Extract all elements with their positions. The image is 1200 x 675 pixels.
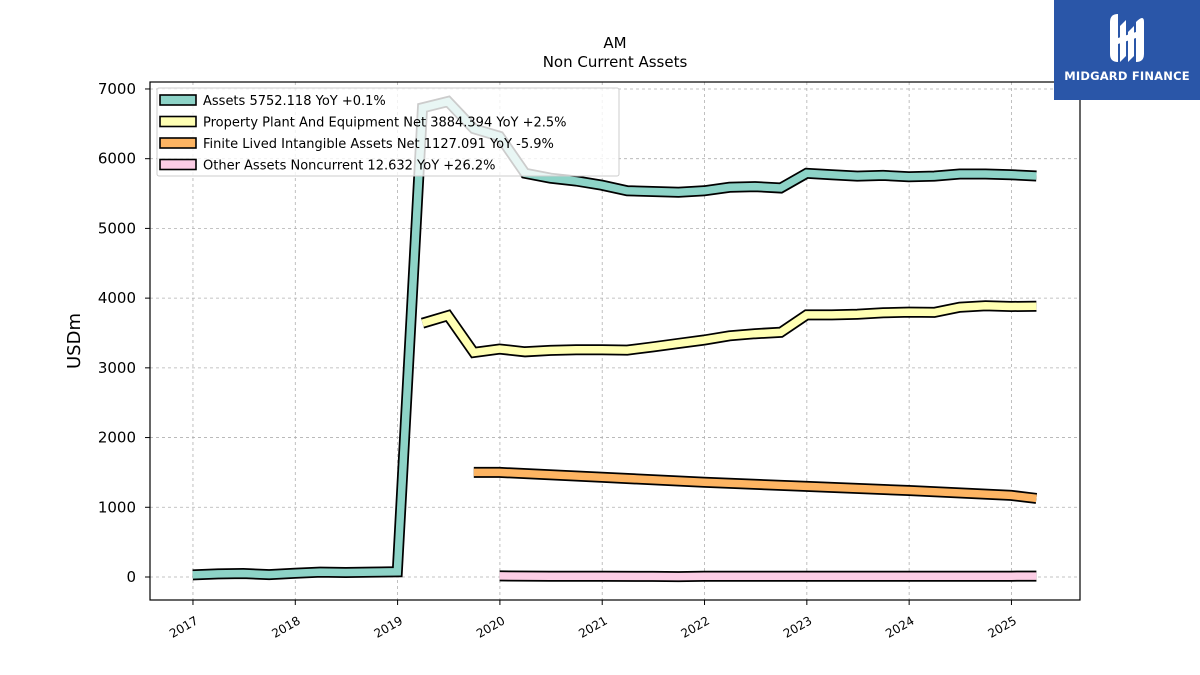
axes: 0 1000 2000 3000 4000 5000 6000 7000 2017 2018 201…	[98, 80, 1019, 641]
series-line-0	[192, 97, 1037, 579]
y-tick-label: 3000	[98, 359, 136, 377]
midgard-logo-icon	[1110, 14, 1144, 62]
y-tick-label: 4000	[98, 289, 136, 307]
legend-label: Other Assets Noncurrent 12.632 YoY +26.2…	[203, 159, 495, 174]
legend-swatch	[159, 137, 197, 149]
x-tick-label: 2019	[372, 613, 405, 640]
legend-swatch	[159, 158, 197, 171]
chart-title: AM	[603, 34, 626, 52]
y-tick-label: 7000	[98, 80, 136, 98]
y-tick-label: 0	[126, 568, 136, 586]
series-layer	[192, 95, 1038, 583]
x-tick-label: 2021	[576, 613, 609, 640]
series-line-3	[499, 572, 1037, 581]
series-line-1	[421, 302, 1037, 357]
chart-subtitle: Non Current Assets	[543, 53, 688, 71]
x-tick-label: 2017	[167, 613, 200, 640]
logo-text: MIDGARD FINANCE	[1064, 69, 1190, 83]
y-tick-label: 1000	[98, 498, 136, 516]
y-tick-label: 5000	[98, 219, 136, 237]
x-tick-label: 2023	[781, 613, 814, 640]
legend: Assets 5752.118 YoY +0.1% Property Plant …	[156, 87, 620, 177]
y-tick-label: 2000	[98, 429, 136, 447]
plot-frame	[149, 81, 1081, 601]
legend-swatch	[159, 94, 197, 106]
legend-box	[156, 87, 620, 177]
legend-label: Assets 5752.118 YoY +0.1%	[203, 94, 386, 109]
x-tick-label: 2018	[269, 613, 302, 640]
x-tick-label: 2024	[883, 613, 916, 640]
y-axis-label: USDm	[64, 313, 85, 369]
x-tick-label: 2025	[985, 613, 1018, 640]
y-tick-label: 6000	[98, 150, 136, 168]
legend-label: Property Plant And Equipment Net 3884.39…	[203, 116, 567, 131]
x-tick-label: 2020	[474, 613, 507, 640]
brand-logo: MIDGARD FINANCE	[1054, 0, 1200, 100]
series-line-2	[473, 468, 1037, 503]
x-tick-label: 2022	[679, 613, 712, 640]
legend-label: Finite Lived Intangible Assets Net 1127.…	[203, 137, 554, 152]
legend-swatch	[159, 115, 197, 128]
